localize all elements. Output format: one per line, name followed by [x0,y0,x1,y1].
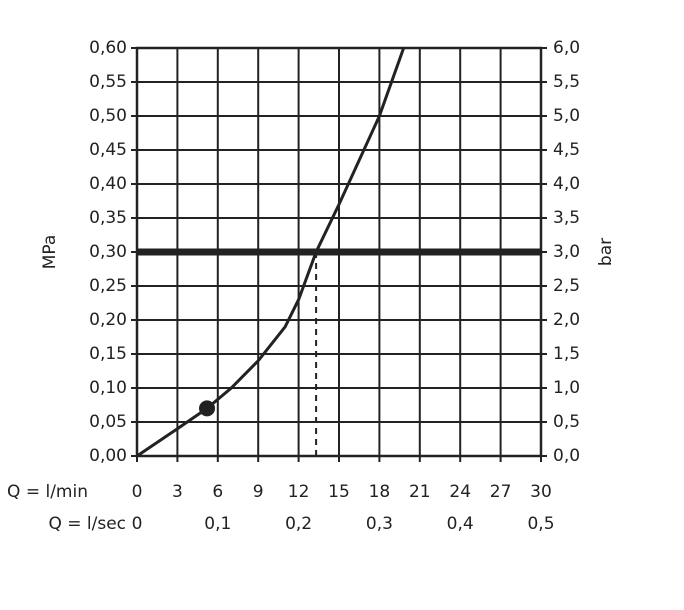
x2-tick-label: 0,4 [447,514,474,534]
x2-tick-label: 0,1 [204,514,231,534]
y2-tick-label: 1,0 [553,378,580,398]
y2-tick-label: 5,0 [553,106,580,126]
y-tick-label: 0,05 [89,412,127,432]
x2-tick-label: 0,2 [285,514,312,534]
y2-tick-label: 1,5 [553,344,580,364]
y2-tick-label: 3,0 [553,242,580,262]
x-tick-label: 18 [369,482,391,502]
y2-tick-label: 2,5 [553,276,580,296]
y-tick-label: 0,45 [89,140,127,160]
y2-tick-label: 2,0 [553,310,580,330]
x-tick-label: 12 [288,482,310,502]
x-tick-label: 3 [172,482,183,502]
y-tick-label: 0,10 [89,378,127,398]
y-tick-label: 0,55 [89,72,127,92]
y-tick-label: 0,50 [89,106,127,126]
y2-axis-label: bar [596,238,616,266]
y-tick-label: 0,25 [89,276,127,296]
x2-axis-label: Q = l/sec [48,514,126,534]
x2-tick-label: 0,5 [527,514,554,534]
x-tick-label: 9 [253,482,264,502]
x-tick-label: 0 [132,482,143,502]
y-axis-label: MPa [40,235,60,270]
x-tick-label: 6 [212,482,223,502]
x2-tick-label: 0 [132,514,143,534]
y-tick-label: 0,40 [89,174,127,194]
y2-tick-label: 0,0 [553,446,580,466]
x-tick-label: 27 [490,482,512,502]
y-tick-label: 0,20 [89,310,127,330]
y-tick-label: 0,15 [89,344,127,364]
y2-tick-label: 6,0 [553,38,580,58]
y2-tick-label: 4,0 [553,174,580,194]
y-tick-label: 0,35 [89,208,127,228]
x-axis-label: Q = l/min [7,482,88,502]
y2-tick-label: 5,5 [553,72,580,92]
y2-tick-label: 3,5 [553,208,580,228]
marker [199,400,216,417]
x2-tick-label: 0,3 [366,514,393,534]
x-tick-label: 15 [328,482,350,502]
y2-tick-label: 0,5 [553,412,580,432]
x-tick-label: 30 [530,482,552,502]
y-tick-label: 0,60 [89,38,127,58]
curve [136,47,406,458]
y-tick-label: 0,00 [89,446,127,466]
x-tick-label: 21 [409,482,431,502]
x-tick-label: 24 [449,482,471,502]
y-tick-label: 0,30 [89,242,127,262]
y2-tick-label: 4,5 [553,140,580,160]
